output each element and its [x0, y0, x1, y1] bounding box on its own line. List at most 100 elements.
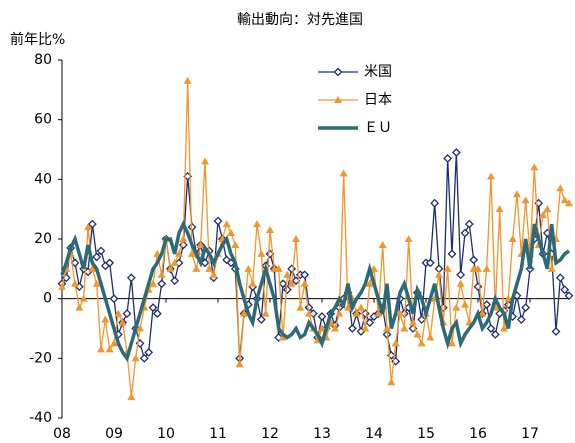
point-marker: [456, 270, 466, 280]
series-line: [61, 152, 570, 364]
point-marker: [292, 235, 300, 242]
y-tick-label: 0: [43, 291, 52, 307]
point-marker: [205, 264, 214, 272]
point-marker: [339, 169, 348, 177]
point-marker: [335, 309, 344, 317]
point-marker: [188, 249, 196, 257]
point-marker: [396, 309, 404, 317]
point-marker: [435, 270, 443, 278]
point-marker: [521, 303, 531, 313]
legend-label: 米国: [364, 64, 392, 80]
point-marker: [413, 330, 422, 338]
point-marker: [426, 333, 435, 341]
point-marker: [231, 240, 240, 248]
point-marker: [183, 76, 192, 84]
point-marker: [495, 205, 504, 213]
y-axis-label: 前年比%: [10, 31, 65, 48]
point-marker: [110, 339, 118, 347]
point-marker: [88, 264, 97, 272]
point-marker: [166, 264, 175, 272]
point-marker: [92, 279, 101, 287]
point-marker: [469, 255, 479, 265]
point-marker: [114, 309, 123, 317]
point-marker: [391, 339, 400, 347]
point-marker: [430, 198, 440, 208]
point-marker: [508, 235, 517, 242]
point-marker: [127, 393, 136, 401]
point-marker: [253, 220, 261, 228]
point-marker: [287, 279, 296, 287]
point-marker: [283, 270, 292, 278]
point-marker: [157, 279, 167, 289]
point-marker: [300, 270, 310, 280]
x-tick-label: 12: [261, 426, 279, 442]
point-marker: [97, 345, 105, 353]
point-marker: [452, 303, 461, 311]
point-marker: [136, 324, 144, 332]
point-marker: [565, 199, 573, 207]
point-marker: [152, 309, 162, 319]
series-line: [61, 80, 570, 398]
point-marker: [539, 211, 547, 219]
point-marker: [282, 285, 292, 295]
point-marker: [305, 309, 313, 317]
point-marker: [170, 276, 180, 286]
point-marker: [257, 249, 266, 257]
point-marker: [122, 309, 132, 319]
point-marker: [409, 318, 417, 326]
y-tick-label: 80: [34, 52, 52, 68]
point-marker: [274, 333, 284, 342]
point-marker: [96, 246, 106, 256]
point-marker: [240, 309, 248, 317]
point-marker: [417, 339, 426, 347]
x-tick-label: 10: [157, 426, 175, 442]
point-marker: [551, 327, 561, 336]
point-marker: [266, 226, 274, 234]
point-marker: [331, 324, 339, 332]
point-marker: [474, 264, 482, 272]
point-marker: [383, 324, 391, 332]
point-marker: [131, 354, 140, 362]
point-marker: [227, 229, 235, 237]
point-marker: [118, 318, 127, 326]
point-marker: [71, 279, 79, 287]
point-marker: [560, 196, 569, 204]
x-tick-label: 16: [469, 426, 487, 442]
point-marker: [287, 264, 297, 274]
point-marker: [175, 249, 183, 257]
point-marker: [387, 378, 396, 386]
point-marker: [87, 219, 97, 229]
y-tick-label: -20: [29, 350, 52, 366]
point-marker: [248, 279, 257, 287]
point-marker: [443, 154, 453, 163]
point-marker: [378, 240, 387, 248]
x-tick-label: 14: [365, 426, 383, 442]
point-marker: [344, 303, 352, 311]
point-marker: [174, 258, 184, 268]
point-marker: [300, 279, 309, 287]
point-marker: [516, 315, 526, 324]
point-marker: [504, 294, 513, 302]
point-marker: [365, 279, 374, 287]
legend-label: 日本: [364, 92, 392, 108]
point-marker: [555, 273, 565, 283]
point-marker: [490, 330, 500, 339]
point-marker: [443, 264, 452, 272]
point-marker: [547, 264, 556, 272]
point-marker: [456, 279, 465, 287]
point-marker: [460, 228, 470, 238]
point-marker: [170, 258, 179, 266]
point-marker: [92, 252, 102, 262]
point-marker: [564, 291, 574, 301]
point-marker: [105, 258, 115, 268]
point-marker: [105, 345, 114, 353]
point-marker: [543, 205, 552, 213]
point-marker: [487, 172, 495, 180]
point-marker: [347, 324, 357, 333]
point-marker: [482, 264, 491, 272]
point-marker: [530, 163, 539, 171]
x-tick-label: 13: [313, 426, 331, 442]
point-marker: [192, 264, 201, 272]
point-marker: [222, 220, 231, 228]
